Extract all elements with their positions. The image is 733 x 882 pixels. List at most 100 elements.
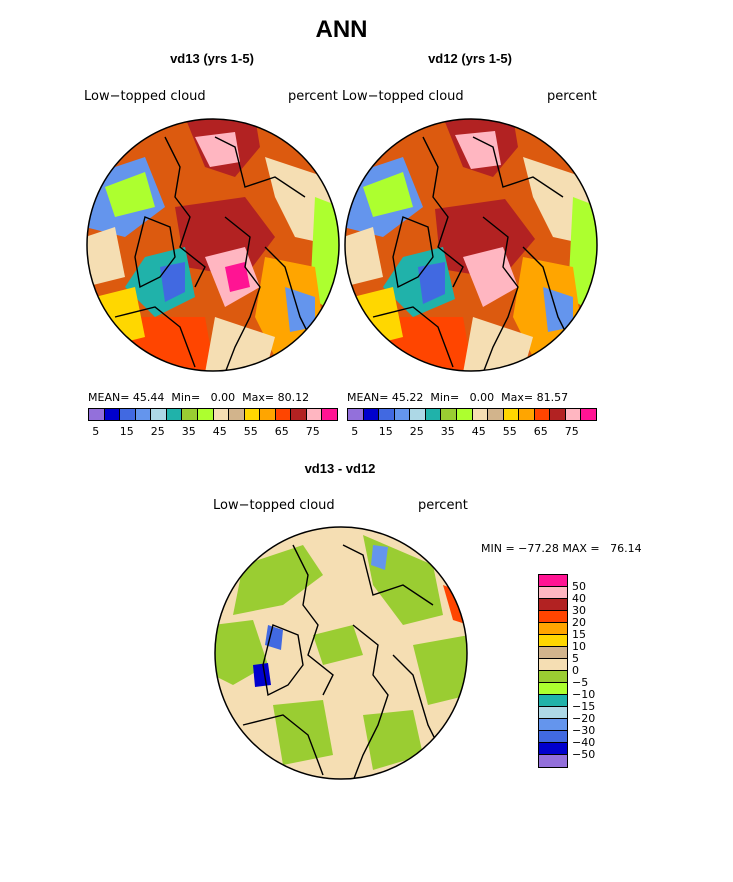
- panel-2-max-value: 81.57: [536, 391, 569, 404]
- colorbar-swatch: [182, 409, 198, 420]
- panel-2-units-label: percent: [547, 89, 597, 104]
- colorbar-swatch: [539, 719, 567, 731]
- colorbar-swatch: [539, 611, 567, 623]
- colorbar-swatch: [539, 743, 567, 755]
- colorbar-tick-label: 5: [351, 425, 359, 438]
- colorbar-tick-label: 15: [119, 425, 134, 438]
- colorbar-swatch: [213, 409, 230, 420]
- colorbar-tick-label: 55: [243, 425, 258, 438]
- panel-1-max-label: Max=: [242, 391, 275, 404]
- panel-2-stats: MEAN= 45.22 Min= 0.00 Max= 81.57: [347, 391, 568, 404]
- colorbar-tick-label: 45: [471, 425, 486, 438]
- colorbar-tick-label: 15: [572, 628, 586, 641]
- colorbar-swatch: [472, 409, 489, 420]
- colorbar-swatch: [539, 587, 567, 599]
- colorbar-tick-label: 55: [502, 425, 517, 438]
- colorbar-tick-label: 15: [378, 425, 393, 438]
- colorbar-swatch: [363, 409, 380, 420]
- panel-2-variable-label: Low−topped cloud: [342, 89, 464, 104]
- colorbar-swatch: [539, 599, 567, 611]
- colorbar-swatch: [441, 409, 457, 420]
- colorbar-swatch: [534, 409, 551, 420]
- panel-2-mean-value: 45.22: [391, 391, 424, 404]
- colorbar-swatch: [89, 409, 105, 420]
- panel-2-coastlines: [372, 136, 574, 371]
- colorbar-swatch: [539, 683, 567, 695]
- panel-2-mean-label: MEAN=: [347, 391, 389, 404]
- colorbar-swatch: [550, 409, 566, 420]
- diff-colorbar-ticks: 50 40 30 20 15 10 5 0 −5 −10 −15 −20 −30 −40 −50: [572, 574, 632, 774]
- colorbar-swatch: [135, 409, 152, 420]
- colorbar-swatch: [581, 409, 596, 420]
- colorbar-tick-label: 35: [440, 425, 455, 438]
- panel-1-mean-label: MEAN=: [88, 391, 130, 404]
- colorbar-swatch: [539, 707, 567, 719]
- colorbar-swatch: [539, 671, 567, 683]
- colorbar-swatch: [519, 409, 535, 420]
- colorbar-tick-label: 50: [572, 580, 586, 593]
- panel-1-mean-value: 45.44: [132, 391, 165, 404]
- panel-1-variable-label: Low−topped cloud: [84, 89, 206, 104]
- colorbar-swatch: [539, 755, 567, 767]
- colorbar-tick-label: 75: [305, 425, 320, 438]
- diff-panel-units-label: percent: [418, 498, 468, 513]
- colorbar-swatch: [539, 695, 567, 707]
- diff-panel-polar-map: [214, 526, 468, 780]
- colorbar-swatch: [275, 409, 292, 420]
- panel-2-max-label: Max=: [501, 391, 534, 404]
- colorbar-tick-label: 30: [572, 604, 586, 617]
- colorbar-swatch: [260, 409, 276, 420]
- colorbar-swatch: [322, 409, 337, 420]
- panel-2-min-label: Min=: [430, 391, 460, 404]
- colorbar-tick-label: 20: [572, 616, 586, 629]
- colorbar-tick-label: 5: [572, 652, 579, 665]
- colorbar-tick-label: −15: [572, 700, 596, 713]
- colorbar-tick-label: 25: [409, 425, 424, 438]
- panel-2-map-fill: [345, 119, 597, 371]
- diff-panel-variable-label: Low−topped cloud: [213, 498, 335, 513]
- colorbar-swatch: [291, 409, 307, 420]
- colorbar-tick-label: −40: [572, 736, 596, 749]
- colorbar-swatch: [539, 731, 567, 743]
- colorbar-tick-label: −20: [572, 712, 596, 725]
- colorbar-swatch: [229, 409, 245, 420]
- panel-1-min-label: Min=: [171, 391, 201, 404]
- panel-2-min-value: 0.00: [469, 391, 495, 404]
- colorbar-tick-label: −30: [572, 724, 596, 737]
- panel-1-colorbar-ticks: 5 15 25 35 45 55 65 75: [88, 425, 338, 439]
- colorbar-swatch: [503, 409, 520, 420]
- colorbar-tick-label: 5: [92, 425, 100, 438]
- colorbar-swatch: [410, 409, 426, 420]
- panel-1-units-label: percent: [288, 89, 338, 104]
- panel-1-min-value: 0.00: [210, 391, 236, 404]
- colorbar-tick-label: 25: [150, 425, 165, 438]
- figure-title: ANN: [315, 16, 368, 43]
- colorbar-swatch: [539, 575, 567, 587]
- colorbar-tick-label: 45: [212, 425, 227, 438]
- colorbar-swatch: [539, 635, 567, 647]
- panel-2-colorbar: [347, 408, 597, 421]
- colorbar-swatch: [104, 409, 121, 420]
- colorbar-swatch: [425, 409, 442, 420]
- colorbar-tick-label: −5: [572, 676, 589, 689]
- colorbar-swatch: [379, 409, 395, 420]
- panel-2-colorbar-ticks: 5 15 25 35 45 55 65 75: [347, 425, 597, 439]
- colorbar-swatch: [120, 409, 136, 420]
- panel-2-polar-map: [344, 118, 598, 372]
- colorbar-tick-label: −10: [572, 688, 596, 701]
- colorbar-swatch: [166, 409, 183, 420]
- colorbar-tick-label: 75: [564, 425, 579, 438]
- colorbar-swatch: [539, 659, 567, 671]
- panel-1-title: vd13 (yrs 1-5): [170, 51, 254, 66]
- colorbar-tick-label: 40: [572, 592, 586, 605]
- colorbar-swatch: [456, 409, 473, 420]
- colorbar-swatch: [348, 409, 364, 420]
- panel-1-colorbar: [88, 408, 338, 421]
- colorbar-tick-label: 35: [181, 425, 196, 438]
- colorbar-tick-label: 10: [572, 640, 586, 653]
- panel-1-stats: MEAN= 45.44 Min= 0.00 Max= 80.12: [88, 391, 309, 404]
- panel-2-title: vd12 (yrs 1-5): [428, 51, 512, 66]
- colorbar-swatch: [197, 409, 214, 420]
- colorbar-tick-label: −50: [572, 748, 596, 761]
- diff-panel-minmax: MIN = −77.28 MAX = 76.14: [481, 542, 642, 555]
